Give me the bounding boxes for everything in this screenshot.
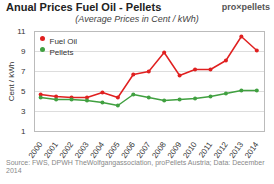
html-text:pro×pellets: pro×pellets [221, 2, 270, 12]
svg-text:2009: 2009 [166, 140, 184, 159]
html-text:Anual Prices Fuel Oil - Pellet: Anual Prices Fuel Oil - Pellets [6, 1, 162, 13]
html-text:Source: FWS, DPWH TheWolfganga: Source: FWS, DPWH TheWolfgangassociation… [6, 159, 265, 174]
svg-text:7: 7 [21, 67, 26, 76]
svg-text:2013: 2013 [228, 140, 246, 159]
svg-text:Cent / kWh: Cent / kWh [7, 62, 16, 102]
svg-text:1: 1 [21, 127, 26, 136]
svg-text:Fuel Oil: Fuel Oil [50, 37, 78, 46]
svg-text:2010: 2010 [181, 140, 199, 159]
svg-text:2003: 2003 [73, 140, 91, 159]
svg-text:2012: 2012 [212, 140, 230, 159]
svg-text:2004: 2004 [89, 140, 107, 159]
svg-text:5: 5 [21, 87, 26, 96]
svg-text:2000: 2000 [27, 140, 45, 159]
svg-text:2001: 2001 [42, 140, 60, 159]
svg-text:2002: 2002 [58, 140, 76, 159]
svg-text:2014: 2014 [243, 140, 261, 159]
svg-text:Pellets: Pellets [50, 48, 74, 57]
svg-text:2011: 2011 [197, 140, 215, 159]
svg-text:11: 11 [17, 27, 26, 36]
svg-text:2006: 2006 [119, 140, 137, 159]
svg-text:2007: 2007 [135, 140, 153, 159]
html-text:(Average Prices in Cent / kWh): (Average Prices in Cent / kWh) [75, 14, 199, 24]
svg-text:2005: 2005 [104, 140, 122, 159]
svg-text:3: 3 [21, 107, 26, 116]
svg-text:9: 9 [21, 47, 26, 56]
svg-text:2008: 2008 [150, 140, 168, 159]
